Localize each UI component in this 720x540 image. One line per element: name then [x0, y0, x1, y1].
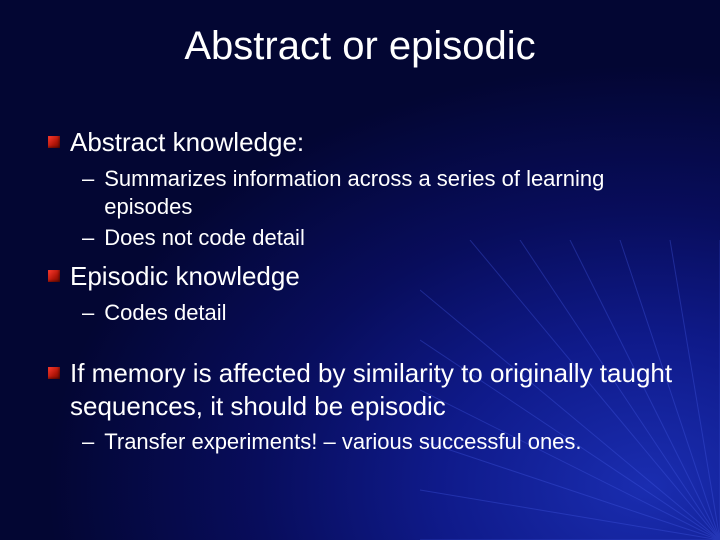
- slide-body: Abstract knowledge: – Summarizes informa…: [48, 118, 684, 459]
- dash-icon: –: [82, 165, 94, 194]
- slide-title: Abstract or episodic: [0, 24, 720, 69]
- sub-bullet: – Transfer experiments! – various succes…: [82, 428, 684, 457]
- dash-icon: –: [82, 224, 94, 253]
- bullet-memory-similarity: If memory is affected by similarity to o…: [48, 357, 684, 422]
- bullet-text: Abstract knowledge:: [70, 126, 304, 159]
- bullet-text: Episodic knowledge: [70, 260, 300, 293]
- sub-bullet-text: Transfer experiments! – various successf…: [104, 428, 581, 457]
- sub-bullet: – Summarizes information across a series…: [82, 165, 684, 222]
- spacer: [48, 329, 684, 349]
- sub-bullet: – Codes detail: [82, 299, 684, 328]
- dash-icon: –: [82, 299, 94, 328]
- bullet-text: If memory is affected by similarity to o…: [70, 357, 684, 422]
- square-bullet-icon: [48, 270, 60, 282]
- bullet-abstract-knowledge: Abstract knowledge:: [48, 126, 684, 159]
- dash-icon: –: [82, 428, 94, 457]
- sub-bullet-text: Codes detail: [104, 299, 226, 328]
- square-bullet-icon: [48, 367, 60, 379]
- square-bullet-icon: [48, 136, 60, 148]
- sub-bullet: – Does not code detail: [82, 224, 684, 253]
- slide: Abstract or episodic Abstract knowledge:…: [0, 0, 720, 540]
- sub-bullet-text: Summarizes information across a series o…: [104, 165, 684, 222]
- sub-bullet-text: Does not code detail: [104, 224, 305, 253]
- bullet-episodic-knowledge: Episodic knowledge: [48, 260, 684, 293]
